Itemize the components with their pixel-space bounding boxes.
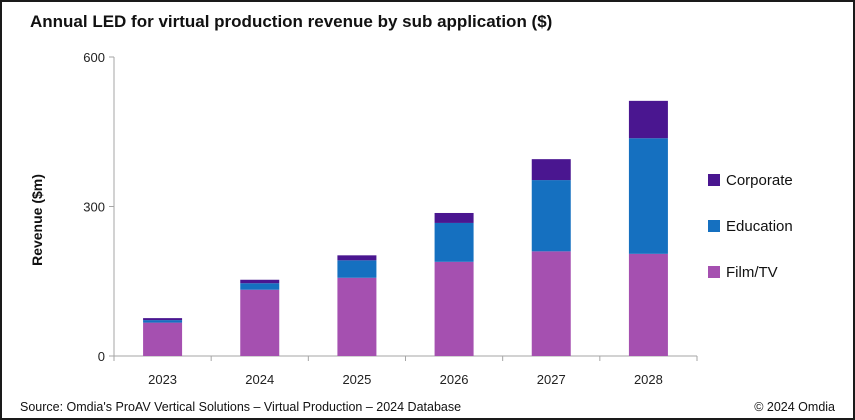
source-note: Source: Omdia's ProAV Vertical Solutions… — [20, 400, 462, 414]
y-tick-label: 300 — [83, 200, 105, 215]
bar-corporate — [628, 100, 668, 139]
x-tick-label: 2025 — [342, 372, 371, 387]
bar-education — [337, 260, 377, 278]
bar-education — [143, 320, 183, 323]
y-tick-label: 600 — [83, 50, 105, 65]
bar-film-tv — [143, 322, 183, 356]
bar-education — [531, 180, 571, 252]
legend-swatch — [708, 174, 720, 186]
bar-film-tv — [628, 253, 668, 356]
legend-label: Film/TV — [726, 264, 778, 281]
bar-education — [434, 222, 474, 262]
x-tick-label: 2027 — [537, 372, 566, 387]
bar-corporate — [434, 212, 474, 223]
y-tick-label: 0 — [98, 349, 105, 364]
bar-film-tv — [531, 251, 571, 356]
bar-corporate — [531, 159, 571, 181]
chart-title: Annual LED for virtual production revenu… — [30, 12, 553, 31]
legend-swatch — [708, 266, 720, 278]
x-tick-label: 2028 — [634, 372, 663, 387]
legend-label: Education — [726, 218, 793, 235]
bar-corporate — [143, 318, 183, 321]
copyright-note: © 2024 Omdia — [754, 400, 835, 414]
bar-film-tv — [337, 277, 377, 356]
bar-film-tv — [434, 261, 474, 356]
x-tick-label: 2024 — [245, 372, 274, 387]
bar-education — [240, 283, 280, 290]
bar-education — [628, 138, 668, 254]
legend-label: Corporate — [726, 172, 793, 189]
legend-swatch — [708, 220, 720, 232]
x-tick-label: 2026 — [440, 372, 469, 387]
x-tick-label: 2023 — [148, 372, 177, 387]
legend: Corporate Education Film/TV — [708, 172, 793, 281]
bar-corporate — [240, 279, 280, 284]
y-axis-label: Revenue ($m) — [29, 174, 45, 266]
bar-film-tv — [240, 289, 280, 356]
bar-corporate — [337, 255, 377, 261]
bars — [143, 100, 668, 356]
axes: 0 300 600 2023 2024 2025 2026 2027 2028 — [83, 50, 698, 387]
